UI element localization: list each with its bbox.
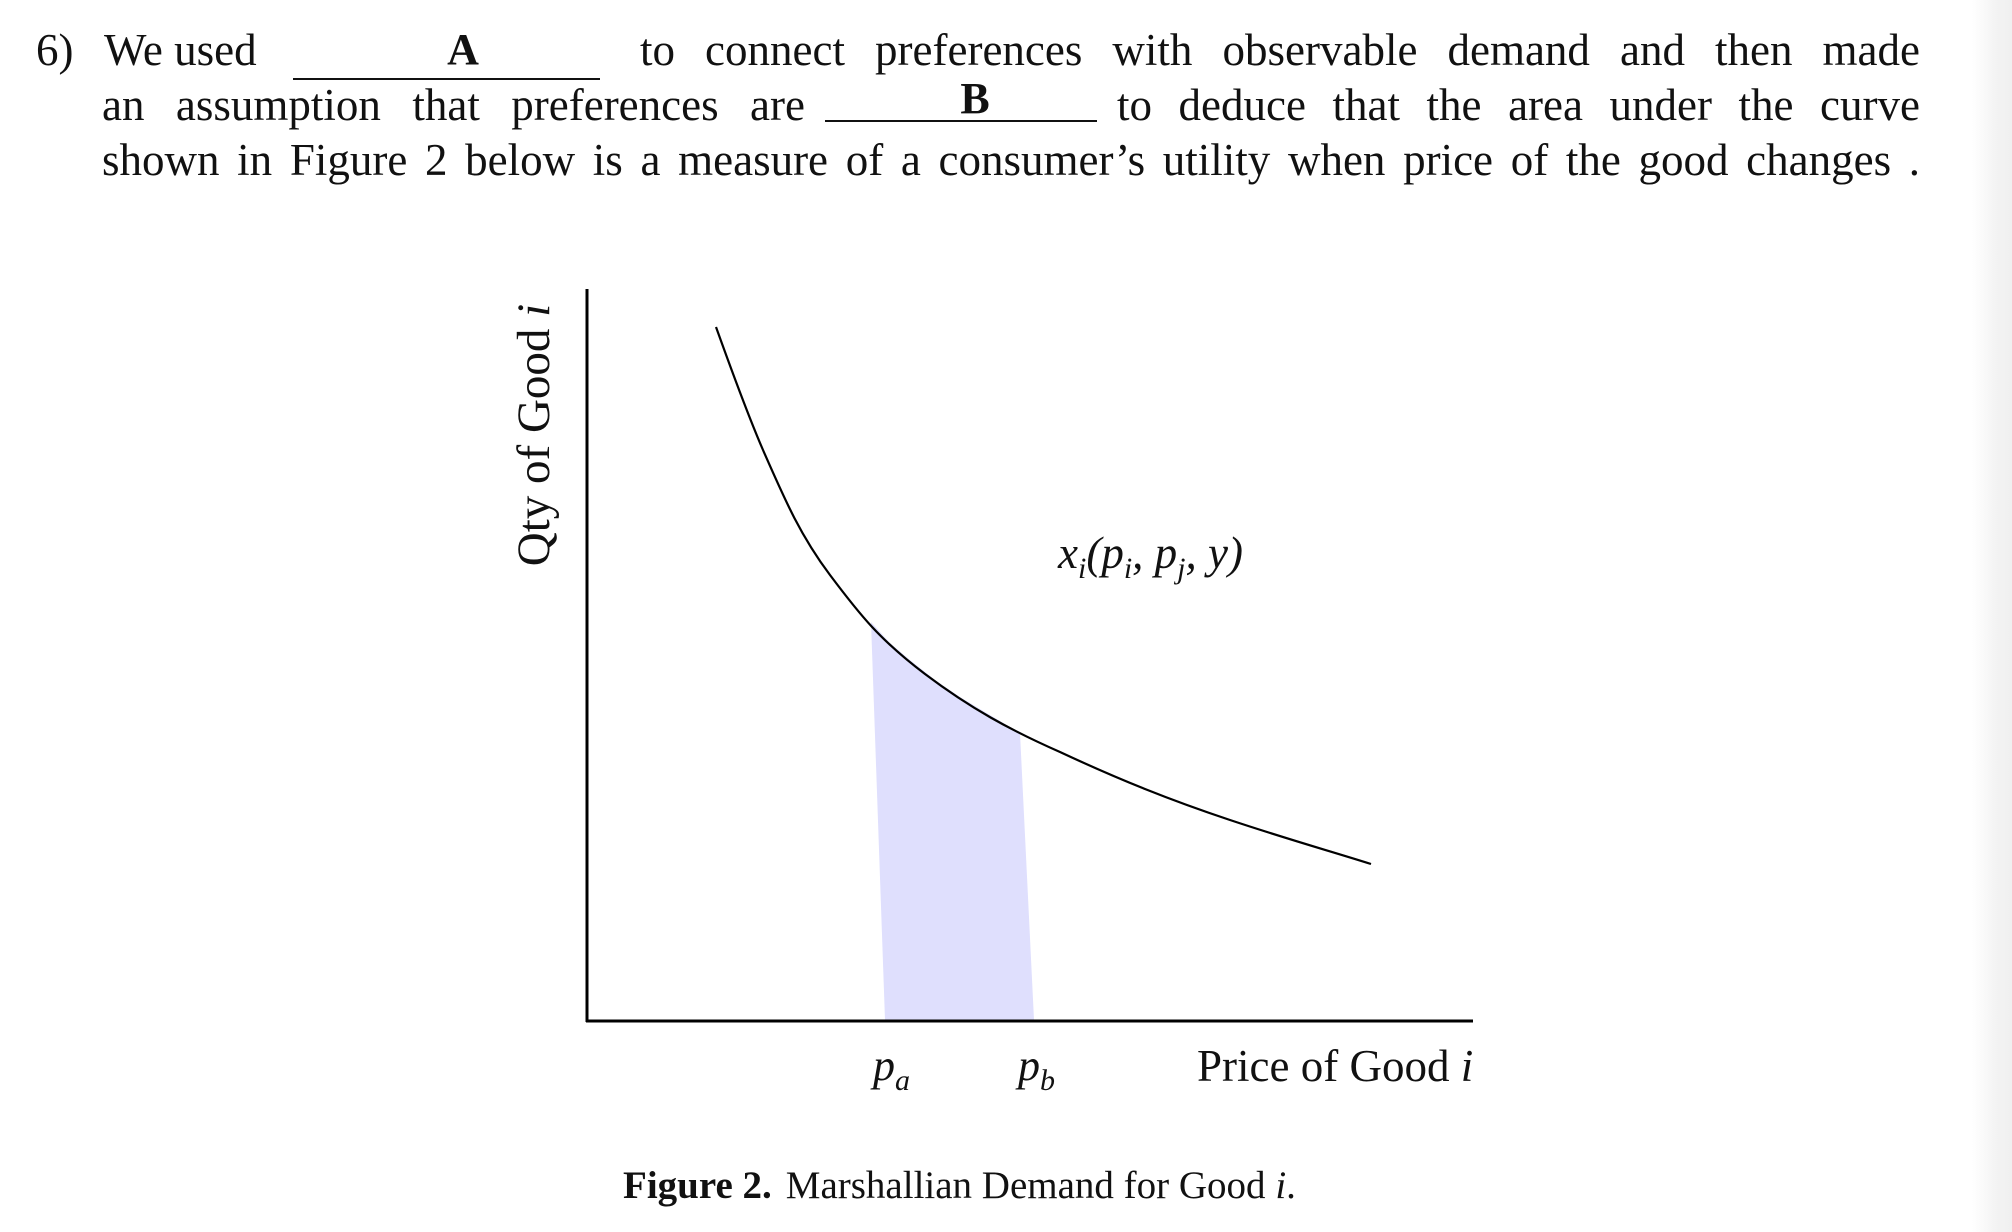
question-line-3: shown in Figure 2 below is a measure of … <box>0 132 2012 188</box>
curve-label-arg3: , y) <box>1185 528 1243 578</box>
curve-label: xi(pi, pj, y) <box>1058 527 1243 586</box>
question-line-1: 6) We used A to connect preferences with… <box>0 22 2012 80</box>
caption-period: . <box>1286 1164 1296 1207</box>
question-number: 6) <box>36 25 74 75</box>
y-axis-label-var: i <box>508 303 560 317</box>
caption-text: Marshallian Demand for Good <box>785 1164 1266 1207</box>
line2-after-blank: to deduce that the area under the curve <box>1117 80 1920 130</box>
tick-label-pb: pb <box>1018 1040 1055 1098</box>
blank-b-line <box>825 120 1097 122</box>
tick-pb-sub: b <box>1040 1063 1055 1097</box>
x-axis-label: Price of Good i <box>1197 1040 1473 1092</box>
caption-var: i <box>1275 1164 1287 1207</box>
caption-figure-number: Figure 2. <box>623 1164 772 1207</box>
curve-label-arg1-sub: i <box>1123 552 1133 585</box>
tick-pb-main: p <box>1018 1041 1040 1090</box>
curve-label-arg1: (p <box>1086 528 1124 578</box>
y-axis-label-text: Qty of Good <box>508 328 560 567</box>
page-edge-shadow <box>1972 0 2012 1232</box>
demand-curve <box>714 326 1372 866</box>
line3-text: shown in Figure 2 below is a measure of … <box>102 135 1920 185</box>
blank-b-label: B <box>960 74 990 123</box>
curve-label-x: x <box>1058 528 1078 578</box>
x-axis-label-var: i <box>1460 1041 1474 1091</box>
tick-pa-sub: a <box>895 1063 910 1097</box>
shaded-area-under-curve <box>871 622 1034 1020</box>
curve-label-arg2: , p <box>1132 528 1178 578</box>
line2-before-blank: an assumption that preferences are <box>102 80 805 130</box>
tick-pa-main: p <box>873 1041 895 1090</box>
line1-before-blank: We used <box>104 25 257 75</box>
curve-label-arg2-sub: j <box>1177 552 1186 585</box>
blank-a-label: A <box>447 25 479 74</box>
tick-label-pa: pa <box>873 1040 910 1098</box>
line1-after-blank: to connect preferences with observable d… <box>640 25 1920 75</box>
curve-label-sub: i <box>1077 552 1087 585</box>
x-axis-label-text: Price of Good <box>1197 1041 1450 1091</box>
y-axis-label: Qty of Good i <box>507 304 561 566</box>
figure-caption: Figure 2. Marshallian Demand for Good i. <box>623 1163 1296 1208</box>
blank-a-line <box>293 78 600 80</box>
question-line-2: an assumption that preferences are B to … <box>0 74 2012 133</box>
